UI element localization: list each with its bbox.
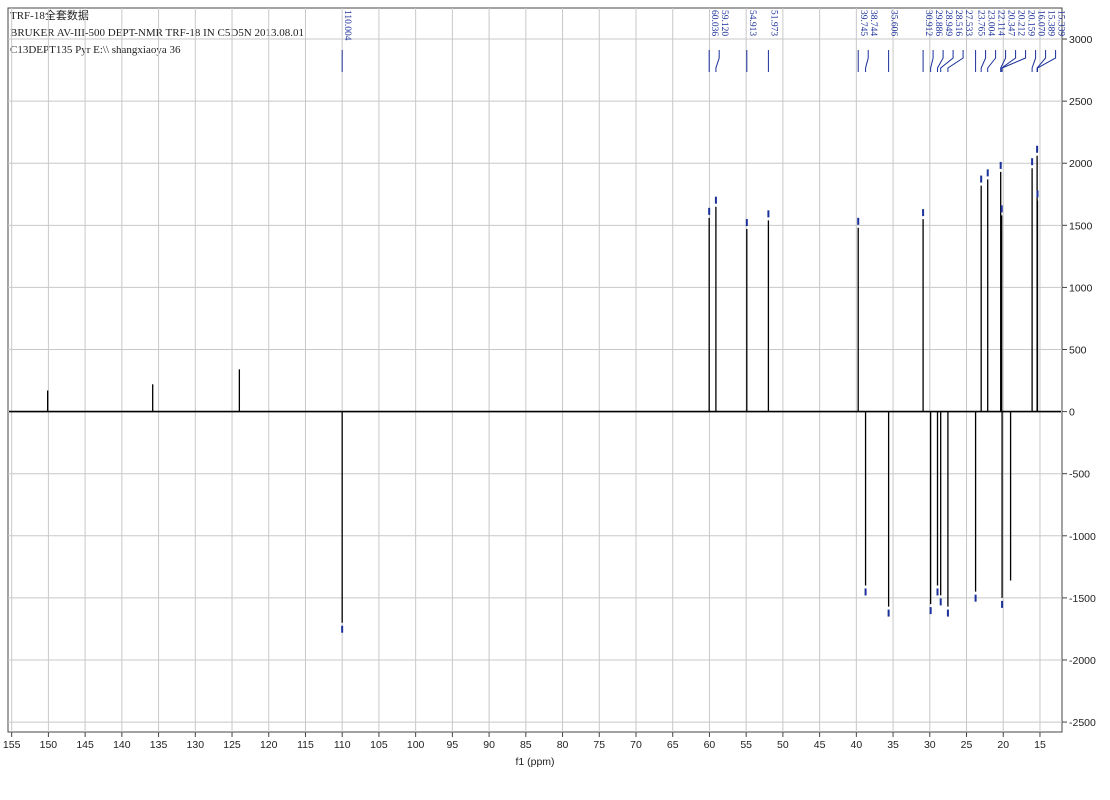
x-tick-label: 45 <box>814 739 826 751</box>
x-tick-label: 30 <box>924 739 936 751</box>
peak-leader <box>1031 50 1037 72</box>
x-tick-label: 20 <box>997 739 1009 751</box>
x-tick-label: 125 <box>223 739 241 751</box>
header-line: TRF-18全套数据 <box>10 8 89 22</box>
x-tick-label: 70 <box>630 739 642 751</box>
peak-label: 110.004 <box>342 10 352 41</box>
peak-label: 39.745 <box>858 10 868 36</box>
peak-label: 23.765 <box>976 10 986 36</box>
y-tick-label: 0 <box>1069 407 1075 419</box>
x-tick-label: 145 <box>76 739 94 751</box>
x-tick-label: 150 <box>40 739 58 751</box>
peak-leader <box>1001 50 1027 72</box>
x-tick-label: 120 <box>260 739 278 751</box>
x-tick-label: 95 <box>447 739 459 751</box>
y-tick-label: -500 <box>1069 469 1090 481</box>
x-tick-label: 65 <box>667 739 679 751</box>
peak-leader <box>865 50 869 72</box>
peak-leader <box>987 50 997 72</box>
x-tick-label: 15 <box>1034 739 1046 751</box>
x-tick-label: 50 <box>777 739 789 751</box>
peak-leader <box>930 50 934 72</box>
y-tick-label: 1000 <box>1069 282 1093 294</box>
peak-leader <box>940 50 954 72</box>
y-tick-label: -1000 <box>1069 531 1096 543</box>
peak-label: 59.120 <box>719 10 729 36</box>
peak-label: 38.744 <box>868 10 878 36</box>
x-axis-label: f1 (ppm) <box>515 756 554 768</box>
peak-label: 54.913 <box>747 10 757 36</box>
peak-label: 16.070 <box>1036 10 1046 36</box>
peak-label: 29.886 <box>933 10 943 36</box>
x-tick-label: 35 <box>887 739 899 751</box>
y-tick-label: -1500 <box>1069 593 1096 605</box>
y-tick-label: 1500 <box>1069 220 1093 232</box>
peak-label: 28.949 <box>943 10 953 36</box>
x-tick-label: 130 <box>187 739 205 751</box>
peak-label: 15.339 <box>1056 10 1066 36</box>
peak-leader <box>1036 50 1057 72</box>
peak-label: 22.114 <box>996 10 1006 36</box>
y-tick-label: 500 <box>1069 345 1087 357</box>
peak-leader <box>1000 50 1007 72</box>
y-tick-label: 3000 <box>1069 34 1093 46</box>
y-tick-label: -2500 <box>1069 717 1096 729</box>
y-tick-label: -2000 <box>1069 655 1096 667</box>
header-line: BRUKER AV-III-500 DEPT-NMR TRF-18 IN C5D… <box>10 27 304 39</box>
peak-label: 28.516 <box>953 10 963 36</box>
peak-label: 35.606 <box>889 10 899 36</box>
x-tick-label: 140 <box>113 739 131 751</box>
y-tick-label: 2000 <box>1069 158 1093 170</box>
peak-leader <box>937 50 944 72</box>
peak-leader <box>1036 50 1047 72</box>
x-tick-label: 85 <box>520 739 532 751</box>
header-line: C13DEPT135 Pyr E:\\ shangxiaoya 36 <box>10 44 181 56</box>
x-tick-label: 25 <box>961 739 973 751</box>
peak-label: 20.159 <box>1026 10 1036 36</box>
x-tick-label: 115 <box>297 739 314 751</box>
x-tick-label: 80 <box>557 739 569 751</box>
x-tick-label: 155 <box>3 739 21 751</box>
x-tick-label: 100 <box>407 739 425 751</box>
peak-leader <box>715 50 720 72</box>
x-tick-label: 40 <box>850 739 862 751</box>
x-tick-label: 105 <box>370 739 388 751</box>
x-tick-label: 75 <box>593 739 605 751</box>
peak-label: 51.973 <box>768 10 778 36</box>
x-tick-label: 135 <box>150 739 168 751</box>
peak-label: 30.912 <box>923 10 933 36</box>
peak-label: 27.533 <box>963 10 973 36</box>
peak-label: 60.036 <box>709 10 719 36</box>
x-tick-label: 55 <box>740 739 752 751</box>
y-tick-label: 2500 <box>1069 96 1093 108</box>
plot-frame <box>7 7 1063 733</box>
x-tick-label: 110 <box>334 739 351 751</box>
peak-label: 20.212 <box>1016 10 1026 36</box>
peak-label: 23.004 <box>986 10 996 36</box>
x-tick-label: 90 <box>483 739 495 751</box>
x-tick-label: 60 <box>704 739 716 751</box>
peak-label: 15.389 <box>1046 10 1056 36</box>
peak-label: 20.347 <box>1006 10 1016 36</box>
peak-leader <box>980 50 987 72</box>
peak-leader <box>947 50 964 72</box>
